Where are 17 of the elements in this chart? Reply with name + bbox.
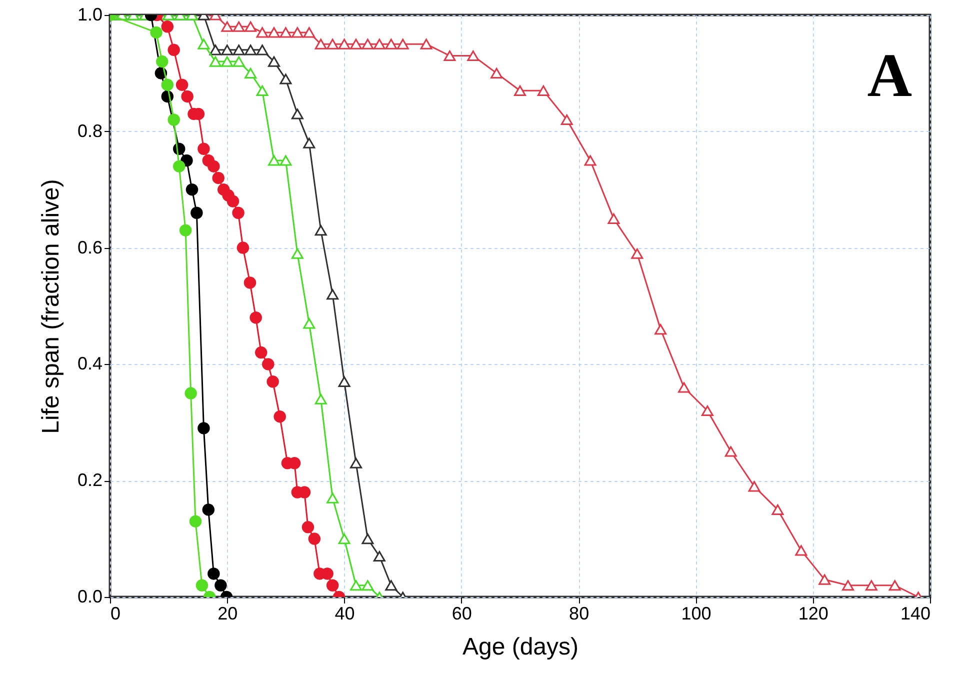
x-tick-label: 60	[452, 604, 472, 624]
y-tick-label: 1.0	[77, 4, 102, 24]
x-tick-label: 100	[681, 604, 712, 624]
y-tick-label: 0.4	[77, 354, 102, 374]
y-axis-title: Life span (fraction alive)	[37, 179, 64, 434]
x-axis-title: Age (days)	[462, 634, 579, 660]
x-tick-label: 120	[798, 604, 828, 624]
annotation: A	[867, 42, 912, 110]
y-tick-label: 0.8	[77, 120, 102, 141]
y-tick-label: 0.2	[77, 470, 102, 490]
x-tick-label: 40	[334, 604, 355, 624]
x-tick-label: 80	[569, 604, 590, 624]
y-tick-label: 0.6	[77, 237, 102, 258]
x-tick-label: 0	[110, 604, 121, 624]
x-tick-label: 20	[218, 604, 238, 624]
y-tick-label: 0.0	[77, 586, 102, 606]
x-tick-label: 140	[900, 604, 930, 624]
